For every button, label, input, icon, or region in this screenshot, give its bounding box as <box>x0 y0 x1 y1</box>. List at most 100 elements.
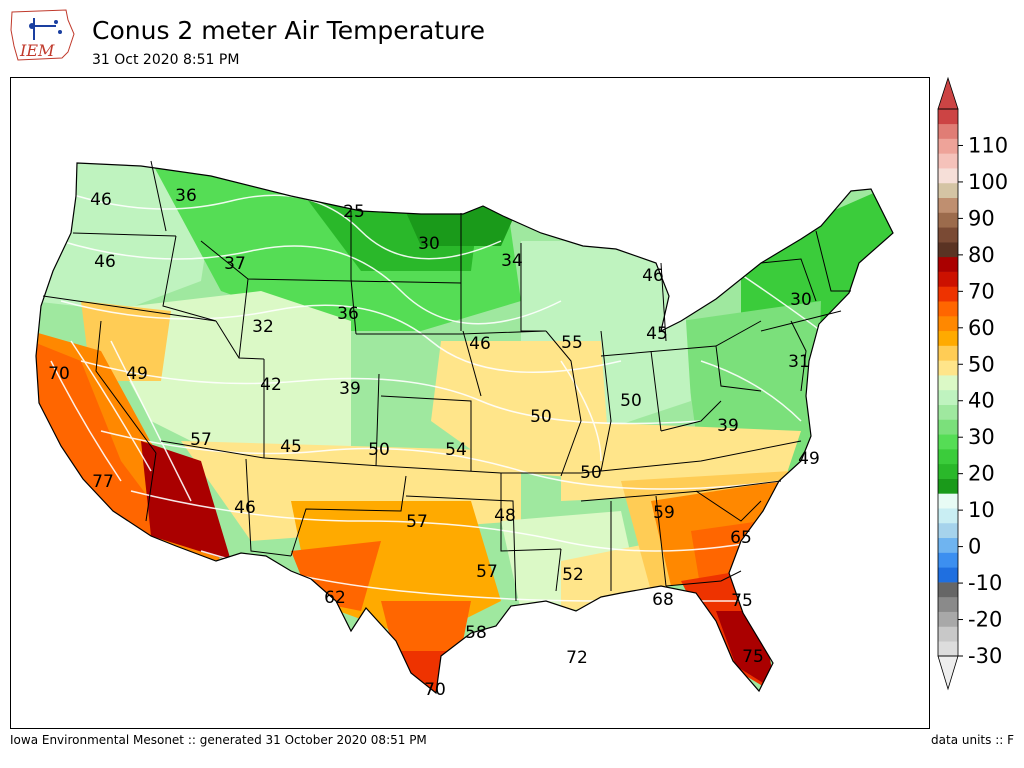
temp-label: 50 <box>620 391 642 411</box>
temp-label: 32 <box>252 317 274 337</box>
temp-label: 57 <box>476 562 498 582</box>
temp-label: 68 <box>652 590 674 610</box>
temp-label: 54 <box>445 440 467 460</box>
colorbar-tick-label: 0 <box>968 535 981 559</box>
temp-label: 37 <box>224 254 246 274</box>
colorbar-tick-label: 10 <box>968 498 995 522</box>
colorbar-segment <box>938 537 958 553</box>
colorbar-tick-label: 50 <box>968 352 995 376</box>
colorbar-segment <box>938 360 958 376</box>
temp-label: 45 <box>280 437 302 457</box>
temp-label: 70 <box>424 680 446 700</box>
temp-label: 58 <box>465 623 487 643</box>
colorbar-segment <box>938 345 958 361</box>
colorbar-segment <box>938 582 958 598</box>
colorbar-segment <box>938 315 958 332</box>
colorbar-segment <box>938 508 958 524</box>
colorbar-segment <box>938 522 958 539</box>
colorbar-segment <box>938 256 958 272</box>
colorbar-segment <box>938 123 958 139</box>
colorbar-segment <box>938 611 958 627</box>
colorbar-segment <box>938 109 958 125</box>
colorbar-segment <box>938 168 958 184</box>
colorbar-segment <box>938 596 958 612</box>
colorbar-tick-label: 20 <box>968 462 995 486</box>
temp-label: 49 <box>798 449 820 469</box>
temp-label: 62 <box>324 588 346 608</box>
map-frame: 46 36 25 30 34 46 46 37 36 32 30 45 46 5… <box>10 77 930 729</box>
temp-label: 77 <box>92 472 114 492</box>
temp-label: 50 <box>580 463 602 483</box>
colorbar-tick-label: 30 <box>968 425 995 449</box>
colorbar-segment <box>938 286 958 302</box>
colorbar-tick-label: 60 <box>968 316 995 340</box>
temp-label: 52 <box>562 565 584 585</box>
map-subtitle: 31 Oct 2020 8:51 PM <box>92 52 240 68</box>
temp-label: 30 <box>418 234 440 254</box>
temp-label: 42 <box>260 375 282 395</box>
temp-label: 72 <box>566 648 588 668</box>
colorbar-segment <box>938 641 958 657</box>
colorbar-segment <box>938 626 958 642</box>
colorbar-segment <box>938 271 958 287</box>
map-title: Conus 2 meter Air Temperature <box>92 16 486 45</box>
temp-label: 50 <box>368 440 390 460</box>
colorbar-segment <box>938 375 958 391</box>
colorbar-segment <box>938 567 958 583</box>
colorbar-segment <box>938 552 958 568</box>
colorbar-tick-label: 100 <box>968 170 1008 194</box>
colorbar-segment <box>938 182 958 199</box>
state-boundaries <box>42 160 851 602</box>
temp-label: 34 <box>501 251 523 271</box>
logo-text: IEM <box>19 41 55 60</box>
temp-label: 31 <box>788 352 810 372</box>
colorbar-tick-label: 110 <box>968 133 1008 157</box>
colorbar-tick-label: -10 <box>968 571 1002 595</box>
footer-units: data units :: F <box>931 733 1014 747</box>
temp-label: 46 <box>234 498 256 518</box>
colorbar-segment <box>938 153 958 169</box>
temp-label: 46 <box>469 334 491 354</box>
colorbar-segment <box>938 138 958 154</box>
temp-label: 36 <box>337 304 359 324</box>
temperature-labels: 46 36 25 30 34 46 46 37 36 32 30 45 46 5… <box>48 186 820 700</box>
colorbar-over-arrow <box>937 76 959 110</box>
colorbar-segment <box>938 197 958 213</box>
footer-credit: Iowa Environmental Mesonet :: generated … <box>10 733 427 747</box>
colorbar-segment <box>938 463 958 479</box>
temp-label: 36 <box>175 186 197 206</box>
colorbar-segment <box>938 301 958 317</box>
temp-label: 39 <box>717 416 739 436</box>
temp-label: 49 <box>126 364 148 384</box>
temp-label: 46 <box>642 266 664 286</box>
temp-label: 75 <box>731 591 753 611</box>
colorbar-tick-label: -20 <box>968 608 1002 632</box>
temp-label: 57 <box>190 430 212 450</box>
colorbar-segment <box>938 404 958 420</box>
iem-logo: IEM <box>10 9 75 61</box>
colorbar-tick-label: 70 <box>968 279 995 303</box>
colorbar-segment <box>938 493 958 509</box>
temp-label: 46 <box>94 252 116 272</box>
colorbar-segment <box>938 419 958 435</box>
colorbar-segment <box>938 242 958 258</box>
colorbar-tick-label: 90 <box>968 206 995 230</box>
temp-label: 50 <box>530 407 552 427</box>
colorbar-segments <box>938 109 958 657</box>
colorbar-tick-label: 40 <box>968 389 995 413</box>
temp-label: 25 <box>343 202 365 222</box>
temp-label: 48 <box>494 506 516 526</box>
temp-label: 70 <box>48 364 70 384</box>
colorbar-segment <box>938 434 958 450</box>
temp-label: 59 <box>653 503 675 523</box>
colorbar-tick-label: -30 <box>968 644 1002 668</box>
colorbar-segment <box>938 227 958 243</box>
colorbar-segment <box>938 478 958 494</box>
colorbar-under-arrow <box>937 655 959 691</box>
colorbar-tick-label: 80 <box>968 243 995 267</box>
weather-instrument-icon <box>29 18 62 40</box>
colorbar-segment <box>938 389 958 405</box>
temp-label: 55 <box>561 333 583 353</box>
